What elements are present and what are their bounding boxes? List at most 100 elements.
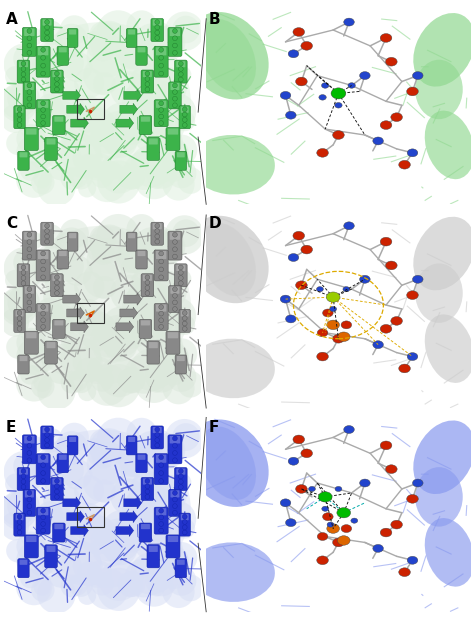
Circle shape: [173, 232, 177, 237]
Circle shape: [288, 457, 299, 465]
FancyArrow shape: [67, 307, 84, 319]
Circle shape: [17, 316, 22, 321]
Circle shape: [159, 93, 196, 131]
Circle shape: [41, 275, 46, 280]
Circle shape: [163, 372, 195, 404]
FancyBboxPatch shape: [53, 71, 62, 77]
Bar: [77, 99, 104, 119]
Circle shape: [45, 239, 49, 244]
Circle shape: [55, 24, 88, 57]
Circle shape: [87, 357, 112, 382]
Circle shape: [317, 556, 328, 564]
Circle shape: [391, 113, 402, 121]
Circle shape: [39, 21, 64, 45]
Circle shape: [159, 312, 164, 316]
Circle shape: [91, 573, 114, 596]
Circle shape: [39, 428, 64, 453]
Circle shape: [27, 504, 32, 508]
Circle shape: [86, 309, 105, 328]
Ellipse shape: [415, 60, 463, 119]
Circle shape: [173, 36, 177, 40]
Circle shape: [147, 565, 173, 591]
Circle shape: [60, 133, 101, 175]
Circle shape: [144, 241, 160, 258]
Circle shape: [159, 455, 164, 460]
Circle shape: [91, 165, 114, 188]
FancyBboxPatch shape: [16, 514, 23, 520]
Circle shape: [145, 478, 150, 483]
Circle shape: [21, 485, 26, 489]
FancyArrow shape: [63, 90, 81, 102]
Circle shape: [45, 427, 49, 432]
FancyBboxPatch shape: [41, 222, 54, 245]
Circle shape: [91, 525, 127, 561]
FancyBboxPatch shape: [55, 524, 64, 529]
Circle shape: [173, 90, 177, 95]
FancyBboxPatch shape: [127, 232, 137, 251]
Circle shape: [91, 369, 114, 392]
FancyBboxPatch shape: [23, 285, 36, 313]
Circle shape: [124, 151, 163, 190]
Circle shape: [144, 445, 160, 462]
Circle shape: [159, 71, 164, 76]
Circle shape: [159, 508, 164, 513]
Circle shape: [150, 229, 185, 265]
Circle shape: [39, 100, 57, 118]
Circle shape: [7, 286, 40, 318]
Circle shape: [343, 287, 350, 292]
FancyBboxPatch shape: [24, 232, 35, 240]
Circle shape: [7, 490, 40, 522]
Circle shape: [182, 326, 187, 331]
Circle shape: [173, 43, 177, 48]
Circle shape: [116, 39, 147, 70]
Circle shape: [55, 275, 59, 280]
Circle shape: [301, 449, 312, 458]
Circle shape: [164, 297, 180, 313]
Circle shape: [145, 484, 150, 488]
Circle shape: [87, 561, 112, 586]
FancyBboxPatch shape: [137, 47, 146, 52]
Circle shape: [177, 167, 204, 194]
Circle shape: [20, 568, 40, 588]
Circle shape: [335, 103, 342, 108]
FancyBboxPatch shape: [17, 467, 30, 490]
Circle shape: [131, 37, 151, 58]
Circle shape: [147, 475, 187, 515]
Circle shape: [0, 288, 37, 326]
Circle shape: [175, 518, 195, 539]
Circle shape: [179, 61, 183, 66]
Circle shape: [120, 303, 161, 344]
FancyBboxPatch shape: [36, 507, 50, 534]
Circle shape: [103, 327, 137, 361]
FancyBboxPatch shape: [143, 478, 152, 485]
FancyBboxPatch shape: [55, 117, 64, 121]
Circle shape: [161, 343, 189, 371]
Circle shape: [127, 214, 157, 245]
Circle shape: [56, 232, 76, 253]
Circle shape: [360, 275, 370, 283]
Circle shape: [43, 83, 64, 103]
Circle shape: [55, 280, 59, 285]
Circle shape: [13, 249, 41, 277]
Circle shape: [309, 487, 315, 492]
FancyBboxPatch shape: [154, 46, 168, 77]
Ellipse shape: [413, 13, 474, 87]
FancyBboxPatch shape: [174, 467, 187, 490]
Circle shape: [132, 267, 161, 295]
Circle shape: [179, 281, 183, 285]
Circle shape: [148, 283, 172, 308]
Circle shape: [159, 114, 164, 119]
Circle shape: [179, 468, 183, 473]
Circle shape: [296, 77, 307, 86]
Circle shape: [172, 219, 200, 247]
Circle shape: [159, 515, 164, 520]
Circle shape: [55, 285, 59, 290]
FancyBboxPatch shape: [174, 60, 187, 83]
Circle shape: [323, 309, 333, 317]
Circle shape: [344, 426, 354, 434]
FancyBboxPatch shape: [128, 437, 135, 442]
Circle shape: [41, 267, 46, 272]
FancyBboxPatch shape: [176, 265, 185, 271]
Circle shape: [55, 77, 59, 81]
Circle shape: [118, 240, 151, 273]
